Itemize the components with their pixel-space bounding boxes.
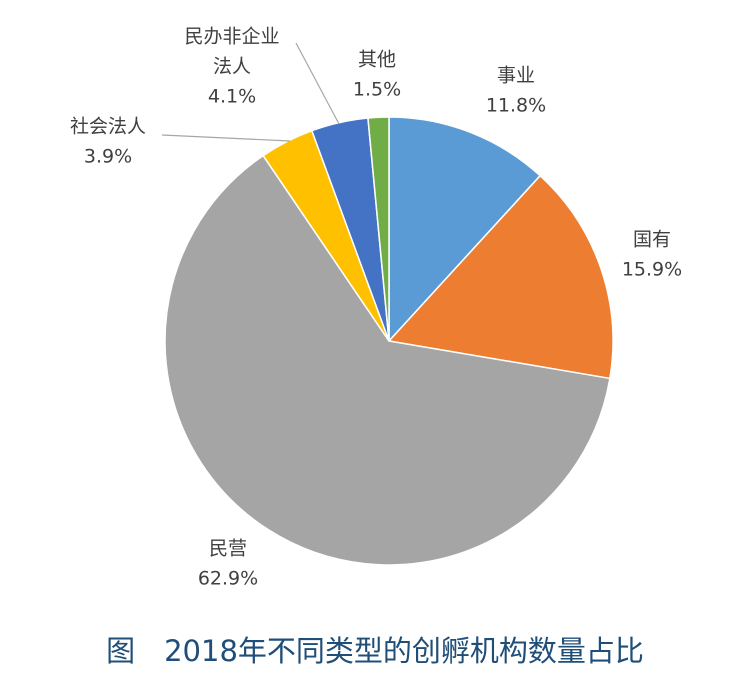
data-label-name-3: 民营: [209, 538, 247, 560]
chart-title: 图 2018年不同类型的创孵机构数量占比: [106, 634, 644, 668]
pie-slice-2: [387, 174, 614, 380]
data-label-name-5: 法人: [213, 56, 251, 78]
data-label-name-1: 事业: [497, 65, 535, 87]
data-label-name-2: 国有: [633, 229, 671, 251]
leader-lines: [161, 42, 340, 142]
pie-slice-1: [388, 116, 542, 343]
data-label-value-5: 4.1%: [208, 86, 256, 108]
leader-line-5: [295, 42, 340, 125]
data-label-value-3: 62.9%: [198, 568, 258, 590]
pie-slices: [164, 116, 614, 566]
data-label-value-4: 3.9%: [84, 146, 132, 168]
data-label-name-4: 社会法人: [70, 116, 146, 138]
data-label-name-6: 其他: [358, 49, 396, 71]
data-label-value-2: 15.9%: [622, 259, 682, 281]
leader-line-4: [161, 134, 291, 142]
data-label-value-6: 1.5%: [353, 79, 401, 101]
pie-slice-6: [367, 116, 390, 342]
data-label-name-5: 民办非企业: [184, 26, 279, 48]
pie-slice-3: [164, 154, 611, 566]
data-label-value-1: 11.8%: [486, 95, 546, 117]
